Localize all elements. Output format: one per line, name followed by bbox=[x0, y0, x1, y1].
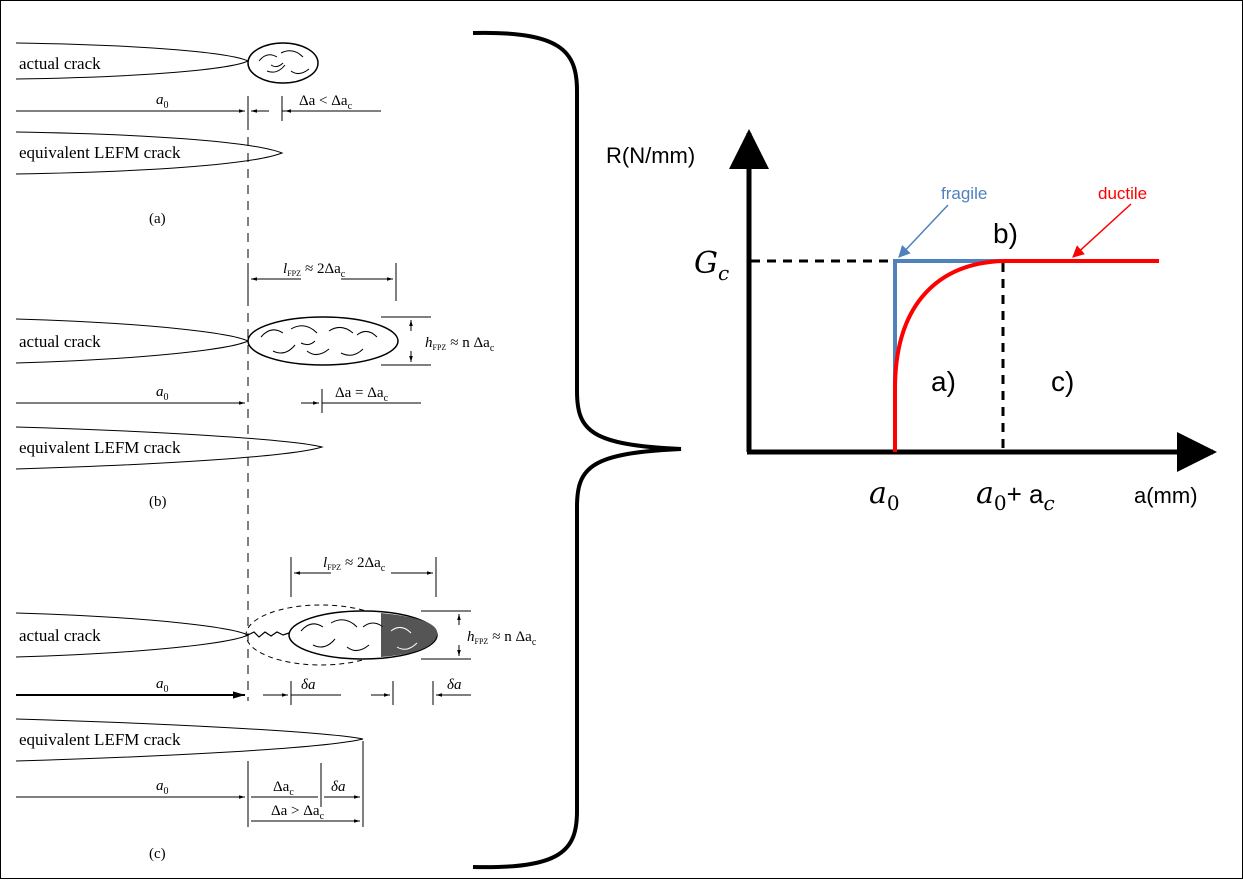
a0-label-b: a0 bbox=[156, 384, 169, 403]
a0-label-a: a0 bbox=[156, 92, 169, 111]
caption-c: (c) bbox=[149, 846, 166, 862]
legend-label-ductile: ductile bbox=[1098, 184, 1147, 203]
equivalent-crack-label-a: equivalent LEFM crack bbox=[19, 143, 181, 162]
ductile-pointer-arrow bbox=[1072, 203, 1132, 258]
r-curve-chart: fragile ductile R(N/mm) a(mm) Gc a0 a0+ … bbox=[606, 129, 1217, 515]
a0-label-c2: a0 bbox=[156, 778, 169, 797]
panel-c: lFPZ ≈ 2Δac actual crack hFPZ ≈ n Δac a0 δ… bbox=[15, 555, 537, 862]
delta-a-label-c2: δa bbox=[447, 677, 461, 693]
caption-a: (a) bbox=[149, 211, 166, 227]
hfpz-label-c: hFPZ ≈ n Δac bbox=[467, 629, 537, 648]
actual-crack-label-c: actual crack bbox=[19, 626, 101, 645]
actual-crack-label-b: actual crack bbox=[19, 332, 101, 351]
series-line-fragile bbox=[893, 259, 1003, 452]
equivalent-crack-label-b: equivalent LEFM crack bbox=[19, 438, 181, 457]
series-line-ductile bbox=[893, 259, 1159, 452]
lfpz-label-b: lFPZ ≈ 2Δac bbox=[283, 261, 346, 280]
curly-brace bbox=[472, 30, 682, 870]
x-tick-a0: a0 bbox=[869, 476, 900, 515]
hfpz-label-b: hFPZ ≈ n Δac bbox=[425, 335, 495, 354]
equivalent-crack-label-c: equivalent LEFM crack bbox=[19, 730, 181, 749]
y-axis-label: R(N/mm) bbox=[606, 143, 695, 168]
panel-b: lFPZ ≈ 2Δac actual crack hFPZ ≈ n Δac a0 Δ… bbox=[15, 261, 495, 510]
delta-a-label-a: Δa < Δac bbox=[299, 93, 353, 112]
legend-label-fragile: fragile bbox=[941, 184, 987, 203]
a0-label-c: a0 bbox=[156, 676, 169, 695]
delta-a-label-c1: δa bbox=[301, 677, 315, 693]
lfpz-label-c: lFPZ ≈ 2Δac bbox=[323, 555, 386, 574]
y-tick-gc: Gc bbox=[694, 246, 729, 285]
delta-a-label-b: Δa = Δac bbox=[335, 385, 389, 404]
x-tick-a0-plus-ac: a0+ ac bbox=[976, 476, 1055, 515]
fragile-pointer-arrow bbox=[898, 204, 949, 258]
delta-ac-label-c: Δac bbox=[273, 779, 294, 798]
delta-a-label-c3: δa bbox=[331, 779, 345, 795]
panel-a: actual crack a0 Δa < Δac equivalent LEFM… bbox=[15, 42, 381, 227]
actual-crack-label-a: actual crack bbox=[19, 54, 101, 73]
region-label-c: c) bbox=[1051, 366, 1074, 397]
caption-b: (b) bbox=[149, 494, 167, 510]
region-label-a: a) bbox=[931, 366, 956, 397]
x-axis-label: a(mm) bbox=[1134, 483, 1198, 508]
region-label-b: b) bbox=[993, 218, 1018, 249]
delta-a-gt-label-c: Δa > Δac bbox=[271, 803, 325, 822]
